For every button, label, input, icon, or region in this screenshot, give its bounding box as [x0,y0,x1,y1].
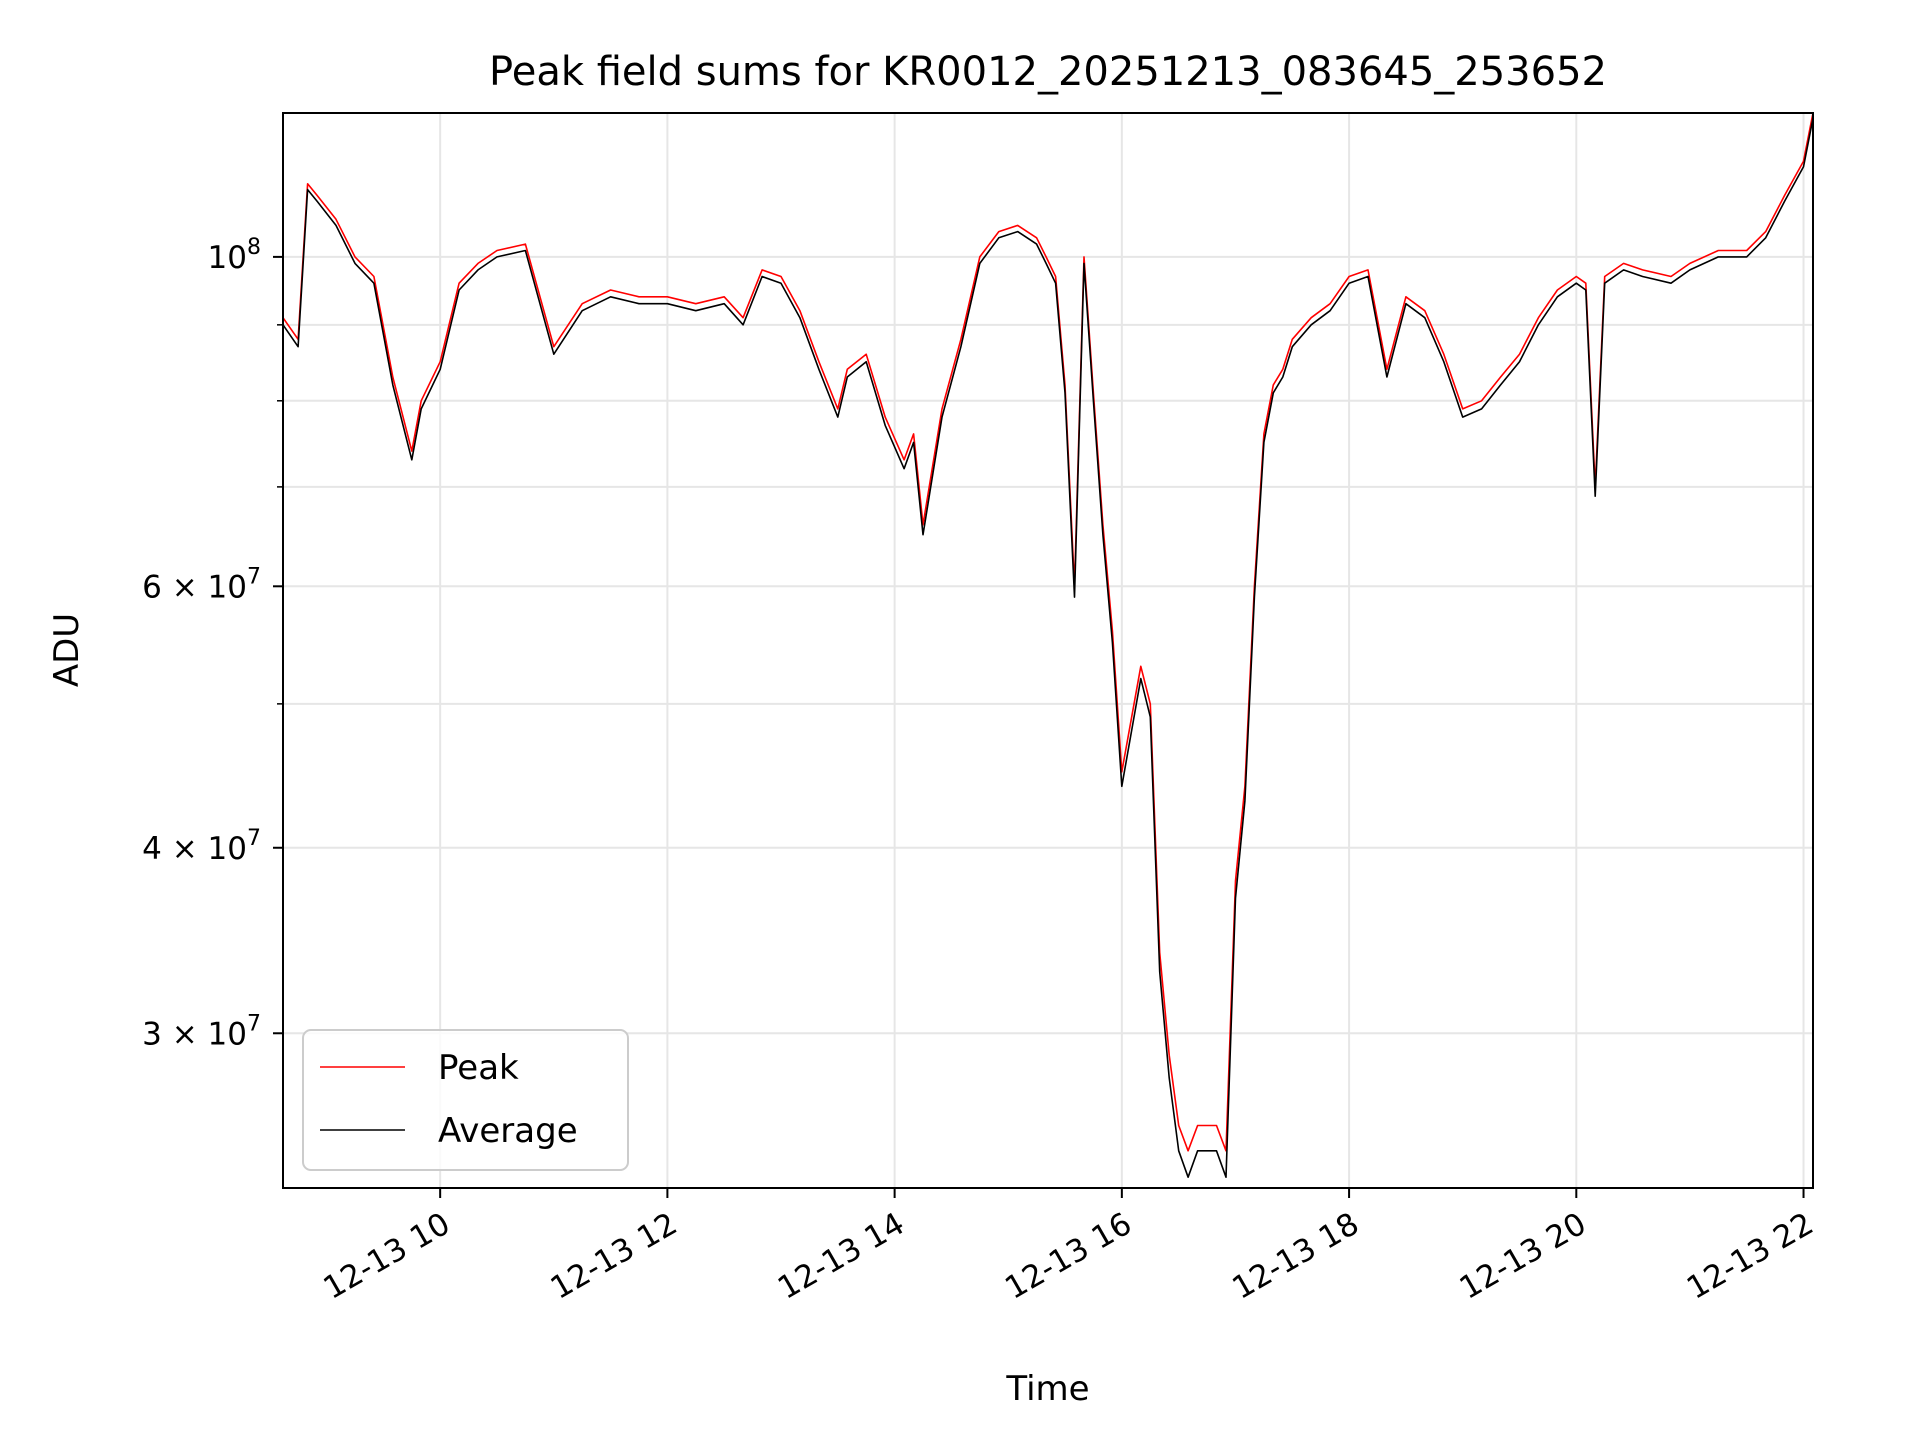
y-tick-label: 4 × 107 [142,826,261,867]
y-tick-exponent: 7 [247,826,261,851]
series-peak-line [283,113,1813,1152]
y-tick-mantissa: 3 × [142,1016,207,1052]
legend-box [302,1029,629,1171]
y-axis-label: ADU [47,613,87,687]
legend-average-label: Average [438,1111,578,1151]
y-tick-base: 10 [208,240,247,276]
y-tick-base: 10 [208,569,247,605]
chart-title: Peak field sums for KR0012_20251213_0836… [489,49,1607,95]
y-tick-label: 108 [208,235,261,276]
y-tick-label: 3 × 107 [142,1011,261,1052]
x-axis-label: Time [1005,1369,1089,1409]
plot-area-frame [282,112,1814,1189]
y-tick-base: 10 [208,1016,247,1052]
y-tick-label: 6 × 107 [142,564,261,605]
legend: Peak Average [302,1029,629,1171]
series-average-line [283,118,1813,1178]
series-layer [283,113,1813,1178]
y-tick-exponent: 7 [247,564,261,589]
y-tick-mantissa: 6 × [142,569,207,605]
grid [283,113,1813,1188]
y-tick-base: 10 [208,831,247,867]
y-tick-exponent: 7 [247,1011,261,1036]
y-tick-mantissa: 4 × [142,831,207,867]
legend-peak-label: Peak [438,1048,519,1088]
y-tick-exponent: 8 [247,235,261,260]
